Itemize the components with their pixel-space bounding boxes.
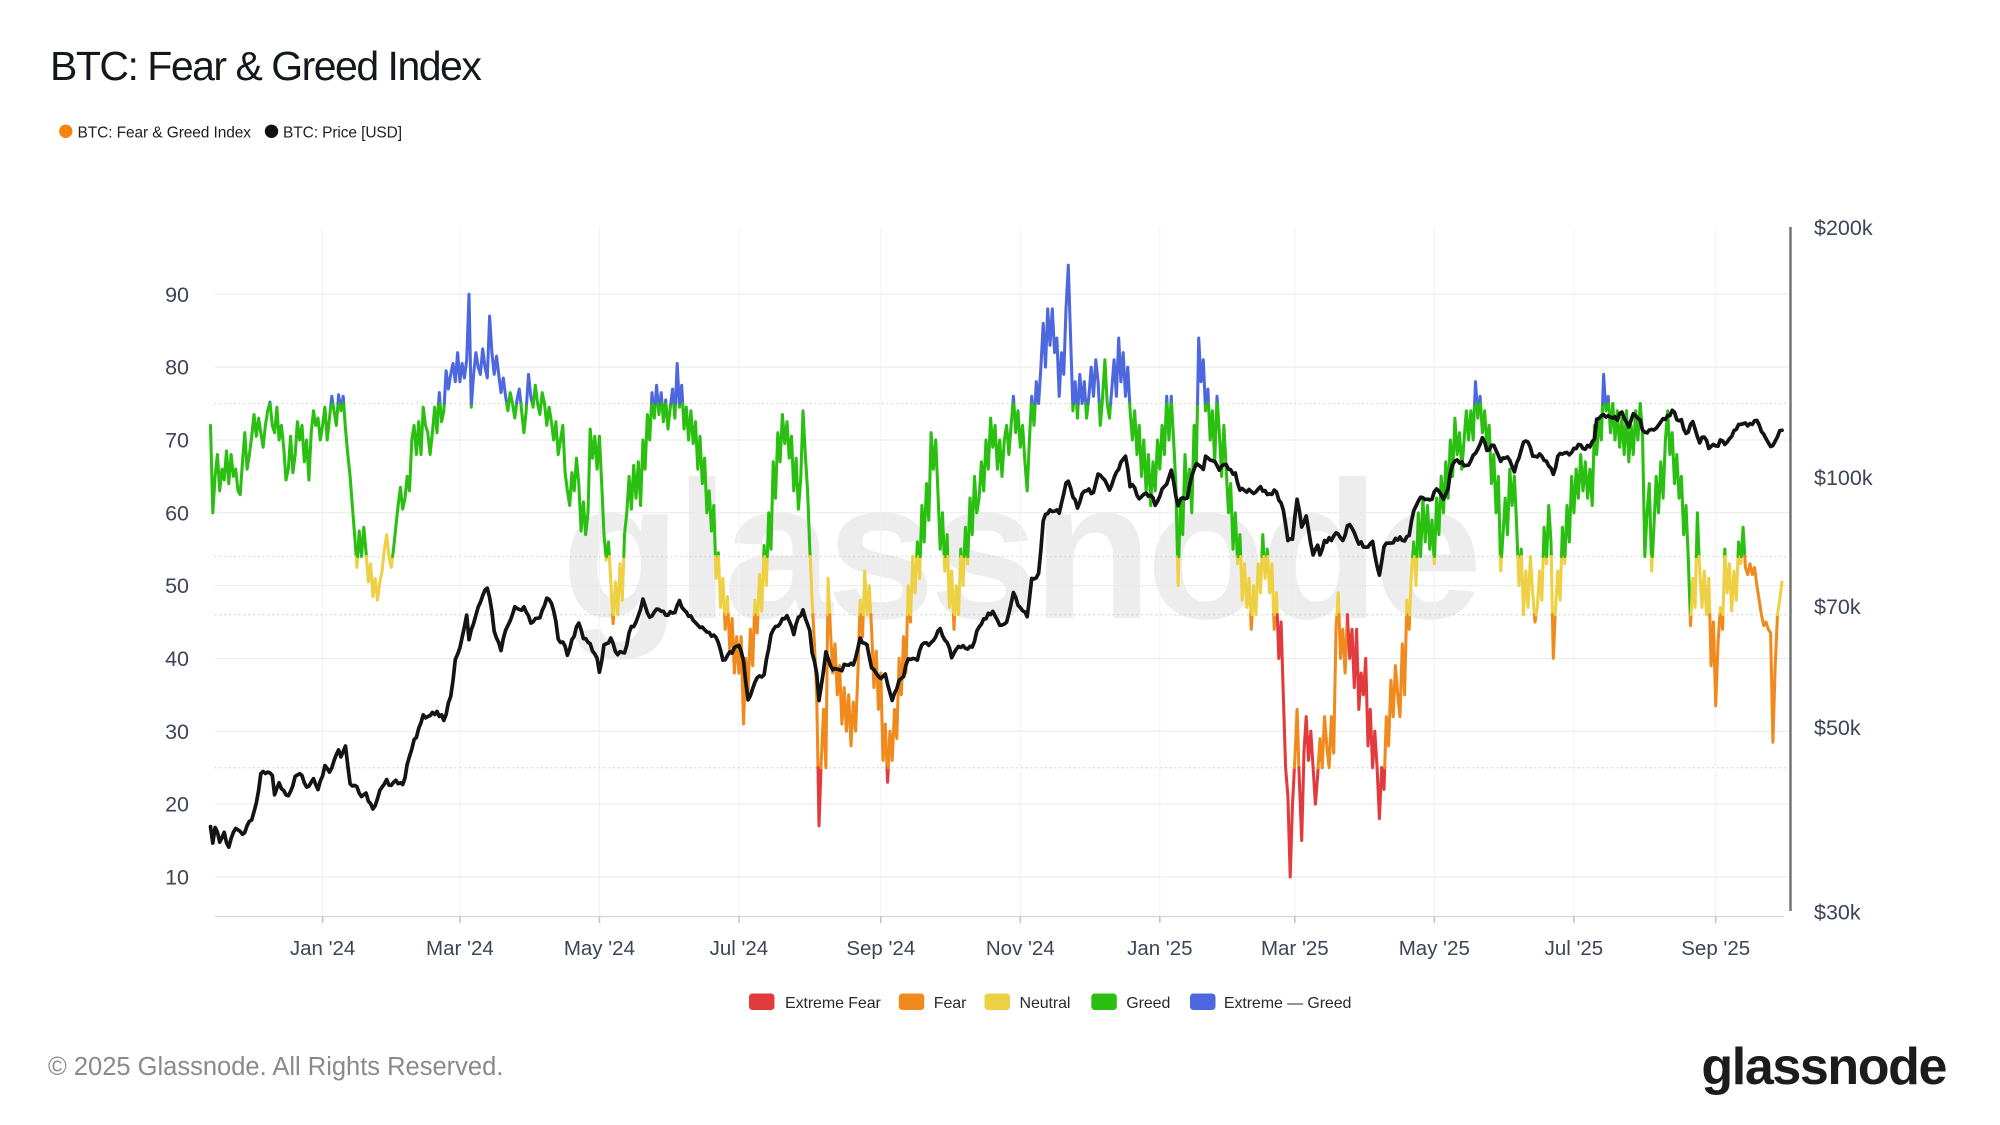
svg-text:Mar '24: Mar '24 bbox=[426, 937, 494, 960]
svg-text:90: 90 bbox=[165, 283, 189, 307]
svg-text:Extreme — Greed: Extreme — Greed bbox=[1224, 995, 1351, 1012]
svg-text:Jul '25: Jul '25 bbox=[1545, 937, 1604, 960]
svg-text:Fear: Fear bbox=[934, 995, 967, 1012]
svg-text:Greed: Greed bbox=[1126, 995, 1170, 1012]
svg-text:BTC: Price [USD]: BTC: Price [USD] bbox=[283, 125, 402, 142]
svg-text:glassnode: glassnode bbox=[1701, 1038, 1946, 1096]
svg-text:Sep '25: Sep '25 bbox=[1681, 937, 1750, 960]
svg-text:$50k: $50k bbox=[1814, 716, 1861, 740]
svg-text:BTC: Fear & Greed Index: BTC: Fear & Greed Index bbox=[50, 43, 482, 89]
svg-text:Nov '24: Nov '24 bbox=[986, 937, 1055, 960]
svg-text:$200k: $200k bbox=[1814, 216, 1873, 240]
svg-text:Sep '24: Sep '24 bbox=[846, 937, 915, 960]
svg-text:50: 50 bbox=[165, 574, 189, 598]
svg-text:60: 60 bbox=[165, 501, 189, 525]
svg-text:BTC: Fear & Greed Index: BTC: Fear & Greed Index bbox=[78, 125, 252, 142]
svg-text:Jan '25: Jan '25 bbox=[1127, 937, 1192, 960]
svg-text:May '25: May '25 bbox=[1399, 937, 1470, 960]
svg-text:© 2025 Glassnode. All Rights R: © 2025 Glassnode. All Rights Reserved. bbox=[48, 1053, 503, 1081]
svg-text:$100k: $100k bbox=[1814, 466, 1873, 490]
svg-text:Neutral: Neutral bbox=[1020, 995, 1071, 1012]
svg-text:80: 80 bbox=[165, 356, 189, 380]
svg-text:Jul '24: Jul '24 bbox=[710, 937, 769, 960]
svg-text:20: 20 bbox=[165, 793, 189, 817]
svg-text:10: 10 bbox=[165, 865, 189, 889]
svg-text:$30k: $30k bbox=[1814, 900, 1861, 924]
svg-text:May '24: May '24 bbox=[564, 937, 635, 960]
svg-text:Extreme Fear: Extreme Fear bbox=[785, 995, 881, 1012]
svg-text:30: 30 bbox=[165, 720, 189, 744]
svg-text:40: 40 bbox=[165, 647, 189, 671]
svg-text:Mar '25: Mar '25 bbox=[1261, 937, 1329, 960]
svg-text:$70k: $70k bbox=[1814, 595, 1861, 619]
svg-text:Jan '24: Jan '24 bbox=[290, 937, 355, 960]
svg-text:70: 70 bbox=[165, 429, 189, 453]
